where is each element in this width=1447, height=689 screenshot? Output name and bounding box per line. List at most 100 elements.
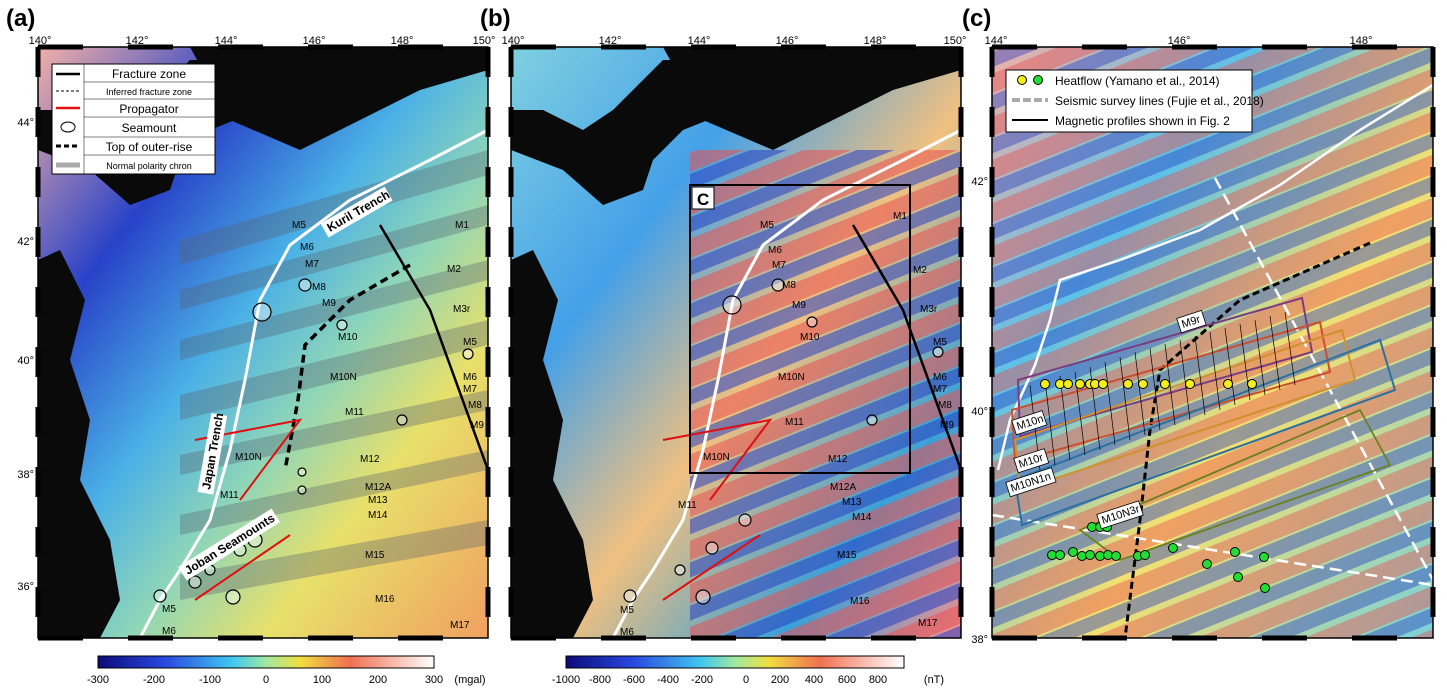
legend-label: Normal polarity chron bbox=[106, 161, 192, 171]
chron-label: M5 bbox=[933, 337, 947, 348]
chron-label: M17 bbox=[918, 618, 938, 629]
panel-b: (b) C bbox=[480, 5, 966, 686]
colorbar-tick: 200 bbox=[369, 674, 387, 686]
chron-label: M1 bbox=[893, 211, 907, 222]
chron-label: M10N bbox=[235, 452, 262, 463]
chron-label: M9 bbox=[940, 420, 954, 431]
colorbar-tick: 400 bbox=[805, 674, 823, 686]
chron-label: M9 bbox=[470, 420, 484, 431]
chron-label: M8 bbox=[938, 400, 952, 411]
colorbar-tick: -400 bbox=[657, 674, 679, 686]
seamount bbox=[462, 348, 474, 360]
outer-rise-line bbox=[283, 263, 411, 471]
chron-label: M16 bbox=[375, 594, 395, 605]
chron-label: M6 bbox=[300, 242, 314, 253]
chron-label: M8 bbox=[782, 280, 796, 291]
outer-rise-line bbox=[1123, 241, 1371, 638]
seamount bbox=[722, 295, 742, 315]
seamount bbox=[297, 485, 307, 495]
chron-label: M6 bbox=[620, 627, 634, 638]
profile-box bbox=[1010, 320, 1332, 464]
chron-label: M12A bbox=[365, 482, 391, 493]
chron-label: M16 bbox=[850, 596, 870, 607]
colorbar-a: -300 -200 -100 0 100 200 300 (mgal) bbox=[87, 655, 486, 686]
chron-label: M8 bbox=[312, 282, 326, 293]
seamount bbox=[623, 589, 637, 603]
land-hokkaido bbox=[511, 60, 753, 205]
seamount bbox=[705, 541, 719, 555]
profile-box bbox=[1013, 338, 1397, 527]
lon-tick: 140° bbox=[29, 35, 52, 47]
chron-label: M2 bbox=[913, 265, 927, 276]
legend-c: Heatflow (Yamano et al., 2014) Seismic s… bbox=[1005, 69, 1264, 133]
legend-heatflow-yellow-symbol bbox=[1017, 75, 1027, 85]
heatflow-yellow bbox=[1040, 379, 1257, 389]
legend-label: Fracture zone bbox=[112, 67, 186, 81]
chron-label: M15 bbox=[365, 550, 385, 561]
chron-label: M11 bbox=[345, 407, 364, 418]
panel-b-label: (b) bbox=[480, 5, 511, 32]
colorbar-tick: 300 bbox=[425, 674, 443, 686]
legend-a: Fracture zone Inferred fracture zone Pro… bbox=[51, 63, 216, 175]
chron-label: M10N bbox=[778, 372, 805, 383]
magnetic-lineations bbox=[992, 47, 1433, 638]
lat-tick: 40° bbox=[17, 355, 34, 367]
chron-label: M14 bbox=[852, 512, 872, 523]
legend-seamount-symbol bbox=[60, 121, 76, 133]
chron-label: M6 bbox=[162, 626, 176, 637]
colorbar-tick: -200 bbox=[691, 674, 713, 686]
colorbar-unit: (nT) bbox=[924, 674, 944, 686]
inset-label: C bbox=[697, 190, 709, 209]
fracture-zone bbox=[851, 224, 961, 471]
lon-tick: 142° bbox=[599, 35, 622, 47]
lon-tick: 146° bbox=[1168, 35, 1191, 47]
lon-tick: 146° bbox=[303, 35, 326, 47]
chron-label: M9 bbox=[792, 300, 806, 311]
chron-label: M12 bbox=[828, 454, 848, 465]
seamount bbox=[806, 316, 818, 328]
lon-tick: 144° bbox=[688, 35, 711, 47]
trench-line bbox=[611, 128, 961, 638]
chron-label: M13 bbox=[842, 497, 862, 508]
fracture-zone bbox=[378, 224, 488, 471]
lat-tick: 42° bbox=[971, 176, 988, 188]
colorbar-tick: -200 bbox=[143, 674, 165, 686]
lon-tick: 150° bbox=[473, 35, 496, 47]
seamount bbox=[738, 513, 752, 527]
panel-c: (c) bbox=[962, 5, 1436, 646]
lon-tick: 144° bbox=[985, 35, 1008, 47]
chron-label: M10N bbox=[703, 452, 730, 463]
propagator-lines bbox=[194, 418, 303, 601]
colorbar-tick: -1000 bbox=[552, 674, 580, 686]
profile-label: M9r bbox=[1180, 313, 1202, 330]
colorbar-tick: -600 bbox=[623, 674, 645, 686]
seamount bbox=[298, 278, 312, 292]
chron-label: M5 bbox=[760, 220, 774, 231]
panel-a-label: (a) bbox=[6, 5, 35, 32]
colorbar-tick: -100 bbox=[199, 674, 221, 686]
lon-tick: 148° bbox=[1350, 35, 1373, 47]
seamount bbox=[695, 589, 711, 605]
lon-tick: 142° bbox=[126, 35, 149, 47]
lon-tick: 150° bbox=[944, 35, 967, 47]
chron-label: M10 bbox=[338, 332, 358, 343]
chron-label: M14 bbox=[368, 510, 388, 521]
legend-label: Propagator bbox=[119, 102, 178, 116]
chron-label: M8 bbox=[468, 400, 482, 411]
profile-box bbox=[1078, 408, 1392, 562]
legend-label: Heatflow (Yamano et al., 2014) bbox=[1055, 74, 1220, 88]
chron-label: M9 bbox=[322, 298, 336, 309]
legend-label: Top of outer-rise bbox=[106, 140, 193, 154]
chron-label: M3r bbox=[920, 304, 938, 315]
chron-label: M17 bbox=[450, 620, 470, 631]
colorbar-tick: 0 bbox=[263, 674, 269, 686]
legend-heatflow-green-symbol bbox=[1033, 75, 1043, 85]
chron-label: M1 bbox=[455, 220, 469, 231]
chron-label: M11 bbox=[678, 500, 697, 511]
lat-tick: 40° bbox=[971, 406, 988, 418]
chron-label: M7 bbox=[933, 384, 947, 395]
chron-label: M5 bbox=[292, 220, 306, 231]
seamount bbox=[771, 278, 785, 292]
legend-label: Seamount bbox=[122, 121, 177, 135]
